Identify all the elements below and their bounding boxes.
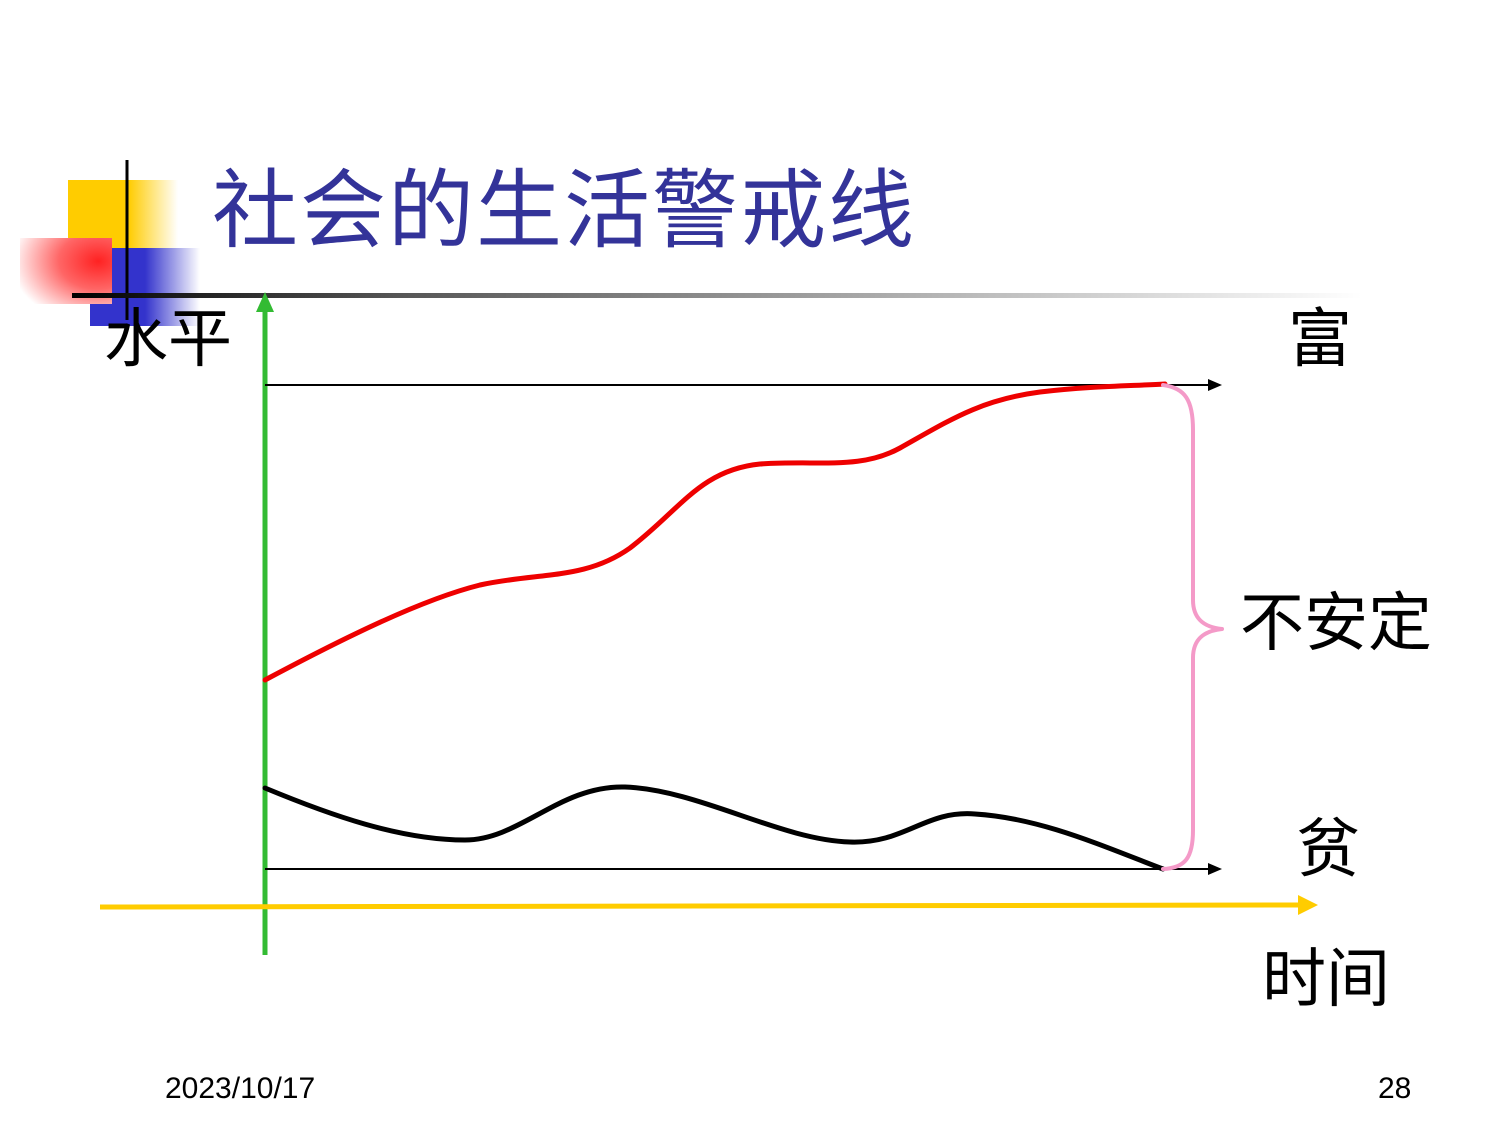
y-axis-label: 水平 — [104, 303, 232, 377]
x-axis — [99, 895, 1318, 915]
y-axis-arrow — [256, 292, 274, 312]
rich-curve — [262, 381, 1168, 683]
slide-title: 社会的生活警戒线 — [212, 161, 916, 261]
x-axis-arrow — [1298, 895, 1318, 915]
instability-brace — [1161, 383, 1224, 871]
poor-label: 贫 — [1296, 813, 1360, 887]
title-decoration-graphic — [20, 160, 200, 326]
x-axis-label: 时间 — [1262, 943, 1390, 1017]
y-axis — [256, 292, 274, 955]
title-decoration — [0, 0, 220, 340]
poor-curve — [262, 784, 1166, 872]
footer-date: 2023/10/17 — [165, 1072, 316, 1105]
footer-page-number: 28 — [1378, 1072, 1412, 1105]
rich-reference-line — [265, 379, 1222, 391]
poor-reference-line — [265, 863, 1222, 875]
rich-label: 富 — [1288, 303, 1352, 377]
instability-label: 不安定 — [1240, 587, 1432, 661]
